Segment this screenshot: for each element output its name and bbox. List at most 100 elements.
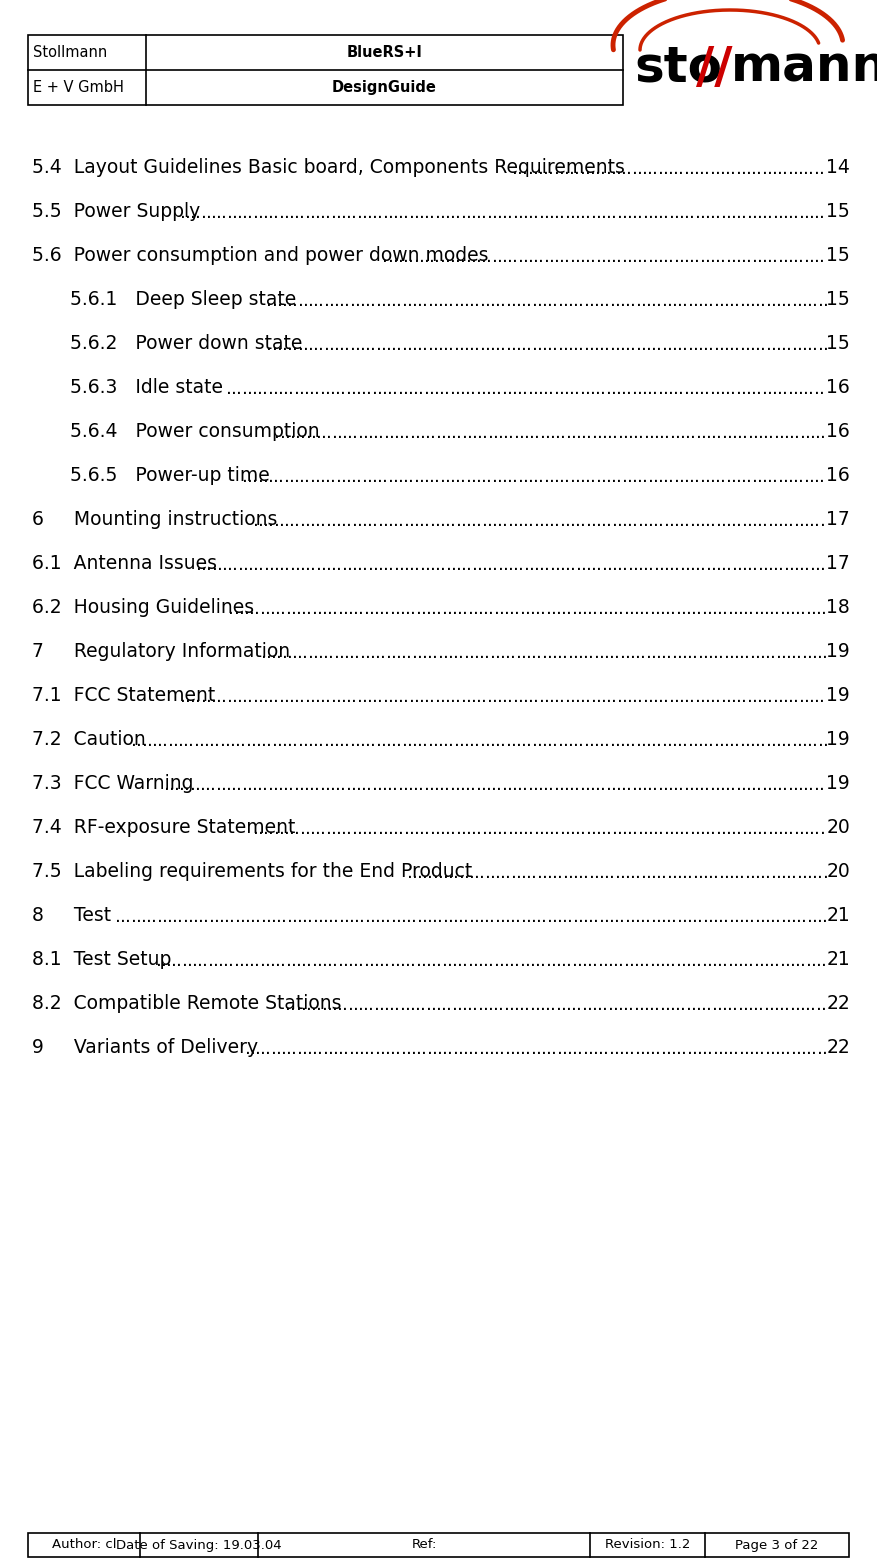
Text: .: . [734,906,739,925]
Text: .: . [702,906,709,925]
Text: .: . [583,334,589,354]
Text: .: . [318,334,324,354]
Text: .: . [645,599,650,618]
Text: .: . [497,819,503,838]
Text: .: . [393,203,399,222]
Text: .: . [136,906,142,925]
Text: .: . [625,863,631,881]
Text: .: . [805,950,811,969]
Text: .: . [615,643,620,661]
Text: .: . [617,466,623,485]
Text: .: . [790,950,795,969]
Text: .: . [688,334,694,354]
Text: .: . [627,686,633,705]
Text: .: . [411,906,417,925]
Text: .: . [353,995,359,1014]
Text: .: . [353,1039,360,1058]
Text: .: . [748,995,753,1014]
Text: .: . [619,906,625,925]
Text: .: . [678,159,684,178]
Text: .: . [452,995,458,1014]
Text: .: . [480,290,486,309]
Text: 19: 19 [826,643,850,661]
Text: .: . [295,819,300,838]
Text: .: . [427,643,433,661]
Text: .: . [315,510,321,529]
Text: .: . [773,510,779,529]
Text: .: . [495,863,501,881]
Text: .: . [702,950,708,969]
Text: .: . [381,643,386,661]
Text: .: . [312,1039,318,1058]
Text: .: . [729,643,735,661]
Text: .: . [223,950,229,969]
Text: .: . [677,334,683,354]
Text: .: . [565,466,570,485]
Text: .: . [814,159,819,178]
Text: .: . [350,290,355,309]
Text: .: . [513,510,518,529]
Text: .: . [705,466,710,485]
Text: .: . [232,203,238,222]
Text: .: . [595,774,601,794]
Text: .: . [588,906,594,925]
Text: .: . [745,730,751,749]
Text: .: . [597,599,603,618]
Text: .: . [689,203,695,222]
Text: .: . [343,950,348,969]
Text: .: . [418,774,424,794]
Text: .: . [741,159,746,178]
Text: .: . [709,246,716,265]
Text: .: . [488,554,493,574]
Text: .: . [368,423,374,441]
Text: .: . [681,599,687,618]
Text: .: . [507,774,513,794]
Text: .: . [299,203,305,222]
Text: .: . [631,290,637,309]
Text: .: . [401,643,407,661]
Text: .: . [551,950,557,969]
Text: .: . [410,599,417,618]
Text: .: . [296,423,301,441]
Text: .: . [738,950,744,969]
Text: .: . [390,906,396,925]
Text: .: . [395,950,401,969]
Text: .: . [616,159,622,178]
Text: .: . [554,466,560,485]
Text: .: . [474,730,481,749]
Text: .: . [776,730,782,749]
Text: .: . [310,466,316,485]
Text: .: . [402,730,408,749]
Text: .: . [514,995,520,1014]
Text: .: . [426,1039,432,1058]
Text: .: . [803,379,809,398]
Text: .: . [482,995,488,1014]
Text: .: . [679,466,685,485]
Text: .: . [554,686,560,705]
Text: .: . [340,774,346,794]
Text: .: . [590,246,596,265]
Text: .: . [685,423,691,441]
Text: .: . [787,730,792,749]
Text: .: . [558,863,563,881]
Text: .: . [577,599,582,618]
Text: .: . [467,423,473,441]
Text: .: . [469,730,475,749]
Text: .: . [698,334,704,354]
Text: .: . [544,203,550,222]
Text: .: . [809,819,815,838]
Text: .: . [544,686,550,705]
Text: .: . [590,379,595,398]
Text: .: . [652,290,657,309]
Text: .: . [528,466,534,485]
Text: .: . [297,906,303,925]
Text: .: . [495,643,501,661]
Text: .: . [796,863,802,881]
Text: .: . [631,774,638,794]
Text: .: . [282,290,288,309]
Text: .: . [357,554,363,574]
Text: .: . [650,1039,656,1058]
Text: .: . [747,554,753,574]
Text: .: . [655,1039,661,1058]
Text: .: . [279,510,284,529]
